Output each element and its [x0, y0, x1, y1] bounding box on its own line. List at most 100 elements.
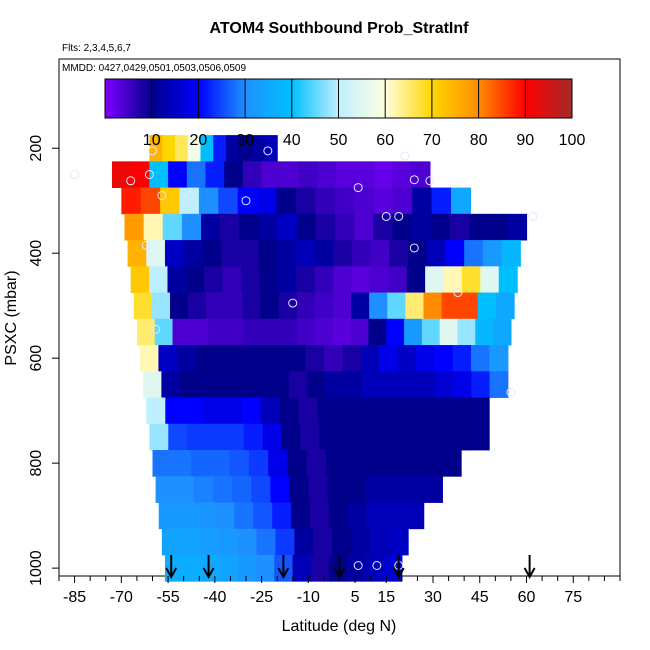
heat-cell [347, 502, 368, 530]
heat-cell [361, 371, 381, 398]
heat-cell [276, 187, 297, 215]
heat-cell [224, 161, 244, 188]
sample-point [185, 190, 195, 200]
heat-cell [146, 397, 166, 425]
heat-cell [289, 476, 310, 503]
heat-cell [208, 318, 227, 346]
heat-cell [225, 318, 245, 346]
colorbar-tick-label: 60 [376, 132, 394, 149]
heat-cell [451, 423, 471, 451]
heat-cell [195, 345, 215, 372]
flight-arrow [202, 555, 215, 580]
heat-cell [234, 502, 254, 530]
heat-cell [275, 528, 296, 556]
heat-cell [206, 292, 225, 320]
flight-arrow [165, 555, 178, 580]
heat-cell [279, 318, 298, 346]
heat-cell [186, 161, 207, 188]
heat-cell [393, 397, 414, 425]
heat-cell [346, 476, 367, 503]
sample-point [157, 190, 167, 200]
heat-cell [127, 240, 147, 267]
heat-cell [187, 423, 207, 451]
heat-cell [369, 266, 389, 293]
colorbar-tick-label: 70 [423, 132, 441, 149]
heat-cell [475, 318, 494, 346]
heat-cell [439, 318, 459, 346]
sample-point [394, 211, 404, 221]
heat-cell [158, 345, 178, 372]
heat-cell [268, 345, 288, 372]
heat-cell [365, 555, 385, 582]
y-tick-label: 1000 [28, 550, 45, 586]
heat-cell [426, 240, 447, 267]
y-tick-label: 600 [28, 345, 45, 372]
heat-cell [239, 240, 260, 267]
heat-cell [180, 528, 201, 556]
heat-cell [224, 423, 245, 451]
heat-cell [380, 371, 400, 398]
heat-cell [212, 476, 233, 503]
heat-cell [310, 502, 330, 530]
heat-cell [258, 240, 278, 267]
heat-cell [224, 292, 244, 320]
heat-cell [332, 318, 352, 346]
heat-cell [397, 345, 417, 372]
heat-cell [215, 502, 236, 530]
heat-cell [193, 476, 214, 503]
x-tick-label: -40 [203, 589, 226, 606]
heat-cell [356, 423, 377, 451]
heat-cell [168, 423, 188, 451]
x-tick-label: 60 [518, 589, 536, 606]
heat-cell [210, 450, 231, 477]
heat-cell [471, 345, 491, 372]
heat-cell [308, 476, 329, 503]
heat-cell [453, 371, 472, 398]
heat-cell [389, 240, 409, 267]
y-tick-label: 800 [28, 450, 45, 477]
heat-cell [317, 397, 338, 425]
heat-cell [332, 528, 352, 556]
heat-cell [507, 213, 528, 241]
heat-cell [183, 240, 203, 267]
x-tick-label: -25 [250, 589, 273, 606]
heat-cell [314, 266, 334, 293]
heat-cell [220, 213, 240, 241]
sample-points [70, 146, 538, 571]
heat-cell [185, 266, 205, 293]
heat-cell [222, 397, 243, 425]
heat-cell [392, 187, 413, 215]
heat-cell [422, 450, 443, 477]
heat-cell [261, 161, 281, 188]
heat-cell [347, 555, 366, 582]
heat-cell [332, 292, 352, 320]
heat-cell [294, 528, 314, 556]
heat-cell [364, 450, 385, 477]
heat-cell [179, 187, 200, 215]
colorbar-tick-label: 80 [470, 132, 488, 149]
heat-cell [430, 213, 451, 241]
heat-cell [354, 187, 375, 215]
heat-cell [140, 345, 160, 372]
heat-cell [229, 450, 250, 477]
heat-cell [204, 266, 224, 293]
sample-point [126, 176, 136, 186]
x-tick-label: -70 [110, 589, 133, 606]
heat-cell [277, 213, 298, 241]
heat-cell [237, 187, 258, 215]
heat-cell [219, 555, 239, 582]
heat-cell [501, 240, 521, 267]
heat-cell [351, 292, 370, 320]
heat-cell [202, 240, 222, 267]
heat-cell [431, 187, 452, 215]
heat-cell [213, 345, 233, 372]
heat-cell [489, 345, 509, 372]
heat-cell [355, 161, 375, 188]
heat-cell [151, 292, 171, 320]
heat-cell [196, 502, 217, 530]
heat-cell [213, 135, 227, 162]
heat-cell [489, 371, 509, 398]
heat-cell [218, 528, 239, 556]
heat-cell [234, 371, 254, 398]
